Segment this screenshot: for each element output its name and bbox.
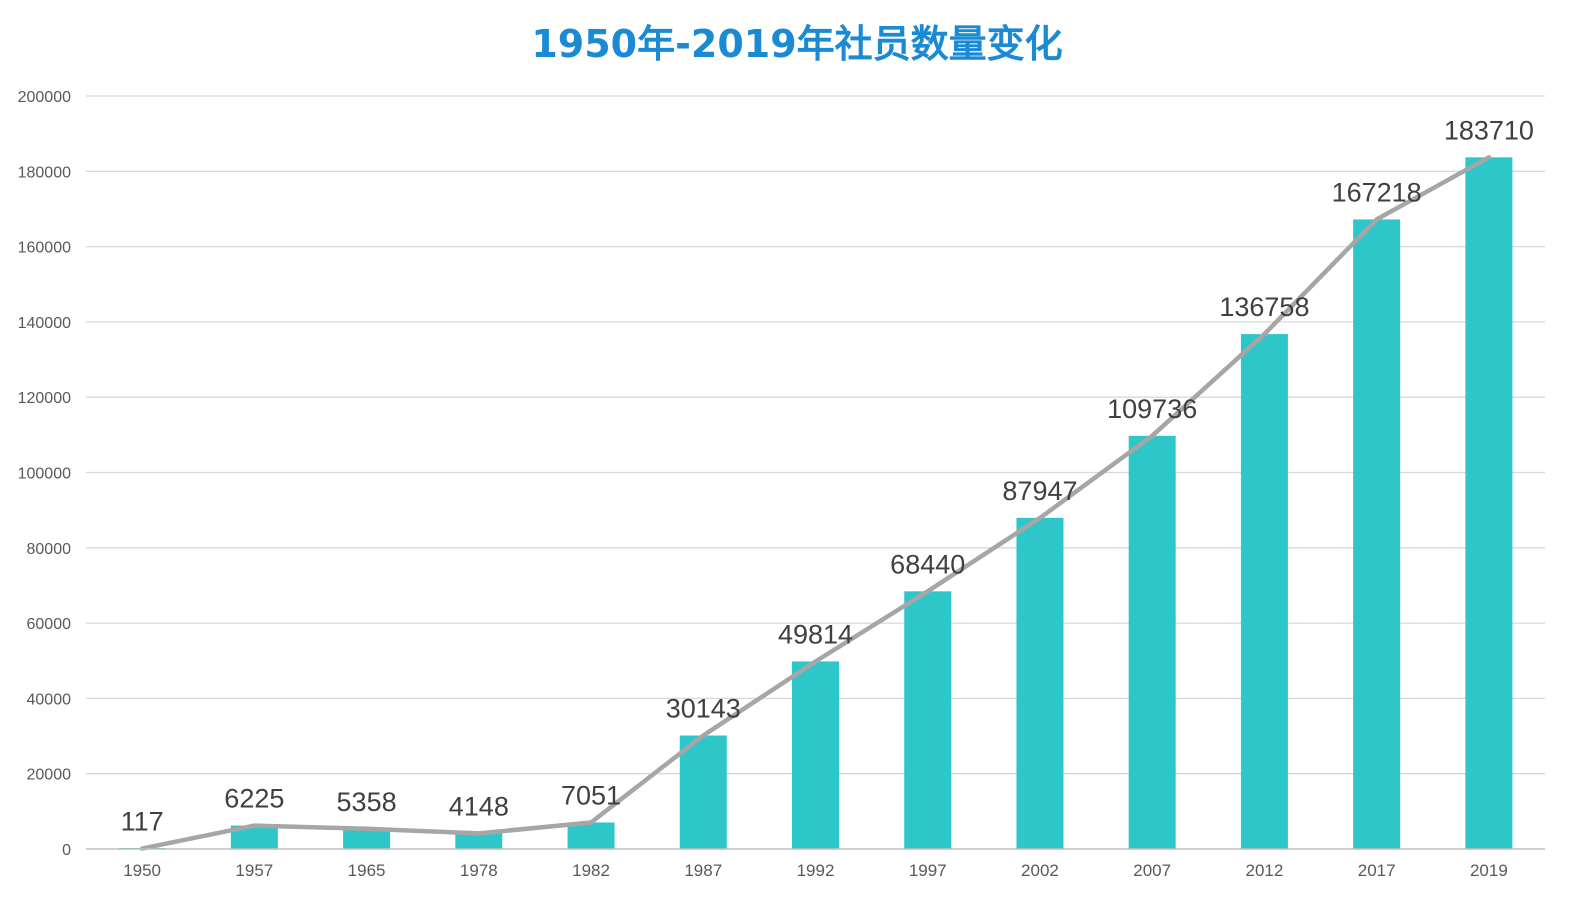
data-label: 30143 (666, 694, 741, 724)
data-label: 183710 (1444, 115, 1534, 145)
data-label: 5358 (337, 787, 397, 817)
line-series (139, 155, 1492, 851)
y-tick-label: 200000 (18, 89, 71, 106)
chart-title: 1950年-2019年社员数量变化 (531, 22, 1062, 66)
line-series-path (139, 155, 1492, 851)
bar (904, 591, 952, 849)
x-tick-label: 1950 (123, 861, 161, 880)
x-tick-label: 1978 (460, 861, 498, 880)
x-tick-label: 2012 (1246, 861, 1284, 880)
bar (1240, 334, 1288, 849)
y-tick-label: 0 (62, 842, 71, 859)
y-tick-label: 80000 (27, 541, 72, 558)
x-tick-label: 2017 (1358, 861, 1396, 880)
bar (1016, 517, 1064, 849)
data-label: 7051 (561, 780, 621, 810)
x-tick-label: 1992 (797, 861, 835, 880)
bar (343, 828, 391, 849)
y-tick-label: 160000 (18, 240, 71, 257)
y-tick-label: 20000 (27, 767, 72, 784)
data-label: 136758 (1219, 292, 1309, 322)
bar (1353, 219, 1401, 850)
y-tick-label: 120000 (18, 390, 71, 407)
x-tick-label: 2019 (1470, 861, 1508, 880)
y-tick-label: 140000 (18, 315, 71, 332)
bar (679, 735, 727, 849)
x-tick-label: 2007 (1133, 861, 1171, 880)
x-tick-label: 2002 (1021, 861, 1059, 880)
data-label: 109736 (1107, 394, 1197, 424)
y-tick-label: 100000 (18, 466, 71, 483)
data-label: 68440 (890, 549, 965, 579)
x-tick-label: 1997 (909, 861, 947, 880)
bar-series (118, 157, 1513, 850)
x-tick-label: 1987 (684, 861, 722, 880)
bar (1465, 157, 1513, 849)
y-tick-label: 180000 (18, 164, 71, 181)
x-axis: 1950 1957 1965 1978 1982 1987 1992 1997 2002 2007… (86, 848, 1545, 880)
bar (230, 825, 278, 849)
data-label: 87947 (1002, 476, 1077, 506)
grid-lines (86, 95, 1545, 775)
bar (792, 661, 839, 849)
data-label: 117 (121, 807, 164, 837)
y-axis: 0 20000 40000 60000 80000 100000 120000 140000 1… (18, 89, 71, 859)
data-label: 49814 (778, 619, 853, 649)
y-tick-label: 40000 (27, 691, 72, 708)
x-tick-label: 1965 (348, 861, 386, 880)
bar (1128, 435, 1176, 849)
data-label: 167218 (1332, 177, 1422, 207)
x-tick-label: 1982 (572, 861, 610, 880)
data-label: 4148 (449, 791, 509, 821)
bar (455, 833, 503, 849)
data-labels: 117 6225 5358 4148 7051 30143 49814 68440 87947 1… (121, 115, 1534, 836)
x-tick-label: 1957 (235, 861, 273, 880)
bar (567, 822, 615, 849)
data-label: 6225 (224, 784, 284, 814)
y-tick-label: 60000 (27, 616, 72, 633)
